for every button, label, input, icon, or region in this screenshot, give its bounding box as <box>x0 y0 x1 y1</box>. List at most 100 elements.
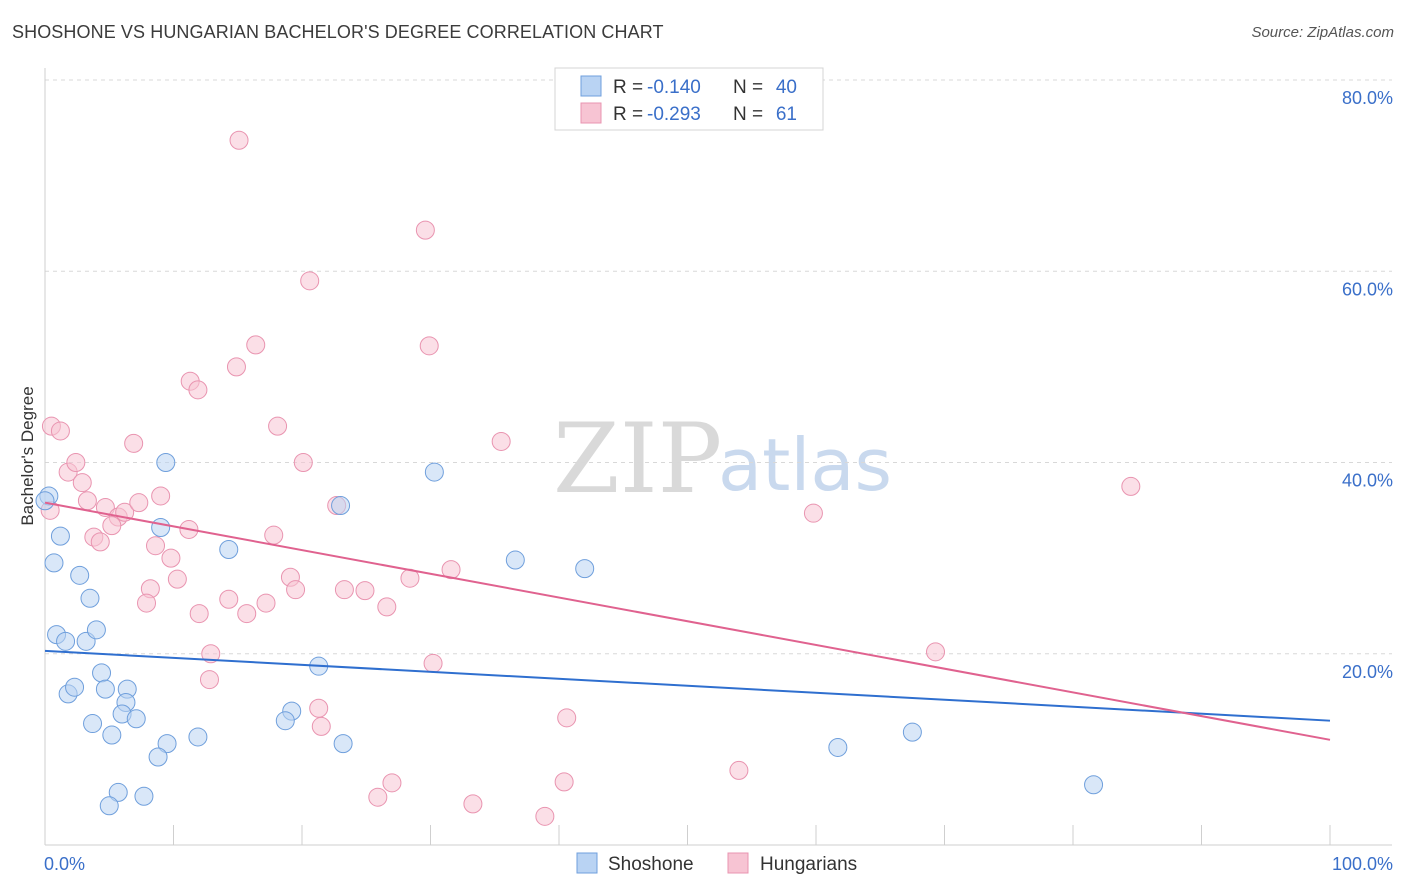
chart-title: SHOSHONE VS HUNGARIAN BACHELOR'S DEGREE … <box>12 22 664 42</box>
legend-r-value-hungarians: -0.293 <box>647 104 701 125</box>
shoshone-point <box>70 565 90 585</box>
y-axis-labels: 20.0% 40.0% 60.0% 80.0% <box>1342 88 1393 682</box>
shoshone-point <box>99 796 119 816</box>
hungarians-point <box>803 503 823 523</box>
shoshone-point <box>424 462 444 482</box>
watermark-zip: ZIP <box>553 403 722 515</box>
shoshone-point <box>902 722 922 742</box>
hungarians-point <box>309 698 329 718</box>
bottom-legend-swatch-shoshone <box>576 852 598 874</box>
shoshone-point <box>95 679 115 699</box>
hungarians-point <box>926 642 946 662</box>
watermark-atlas: atlas <box>718 423 892 507</box>
grid-lines <box>45 79 1392 655</box>
x-tick-label-min: 0.0% <box>44 854 85 874</box>
shoshone-point <box>126 709 146 729</box>
shoshone-point <box>331 496 351 516</box>
shoshone-point <box>86 620 106 640</box>
shoshone-point <box>108 782 128 802</box>
legend-n-label-shoshone: N = <box>733 77 763 98</box>
legend-swatch-hungarians <box>580 102 602 124</box>
hungarians-point <box>102 516 122 536</box>
hungarians-point <box>151 486 171 506</box>
hungarians-point <box>137 593 157 613</box>
hungarians-point <box>334 580 354 600</box>
hungarians-point <box>201 644 221 664</box>
hungarians-point <box>557 708 577 728</box>
trend-line-shoshone <box>44 649 1331 722</box>
shoshone-point <box>828 737 848 757</box>
hungarians-point <box>189 604 209 624</box>
legend-r-value-shoshone: -0.140 <box>647 77 701 98</box>
shoshone-point <box>134 786 154 806</box>
hungarians-point <box>729 760 749 780</box>
hungarians-point <box>264 525 284 545</box>
hungarians-point <box>161 548 181 568</box>
legend-n-value-shoshone: 40 <box>776 77 797 98</box>
shoshone-point <box>44 553 64 573</box>
hungarians-point <box>377 597 397 617</box>
hungarians-point <box>226 357 246 377</box>
shoshone-point <box>575 559 595 579</box>
y-axis-title: Bachelor's Degree <box>18 386 37 525</box>
shoshone-point <box>56 631 76 651</box>
bottom-legend-label-hungarians: Hungarians <box>760 854 857 875</box>
hungarians-point <box>491 431 511 451</box>
shoshone-point <box>92 663 112 683</box>
bottom-legend-label-shoshone: Shoshone <box>608 854 694 875</box>
hungarians-point <box>50 421 70 441</box>
legend-n-label-hungarians: N = <box>733 104 763 125</box>
bottom-legend-swatch-hungarians <box>727 852 749 874</box>
shoshone-point <box>157 734 177 754</box>
hungarians-point <box>554 772 574 792</box>
hungarians-point <box>237 604 257 624</box>
hungarians-point <box>293 453 313 472</box>
y-tick-label: 80.0% <box>1342 88 1393 108</box>
hungarians-point <box>268 416 288 436</box>
shoshone-point <box>1084 775 1104 795</box>
hungarians-point <box>463 794 483 814</box>
hungarians-point <box>72 473 92 493</box>
x-tick-label-max: 100.0% <box>1332 854 1393 874</box>
hungarians-point <box>368 787 388 807</box>
x-axis-ticks <box>173 825 1331 845</box>
shoshone-point <box>80 588 100 608</box>
hungarians-point <box>286 580 306 600</box>
hungarians-point <box>415 220 435 240</box>
hungarians-point <box>90 532 110 552</box>
shoshone-point <box>219 540 239 560</box>
hungarians-point <box>423 653 443 673</box>
hungarians-point <box>229 130 249 150</box>
shoshone-point <box>333 734 353 754</box>
stats-legend: R = -0.140 N = 40 R = -0.293 N = 61 <box>554 67 824 131</box>
shoshone-point <box>156 453 176 472</box>
hungarians-point <box>535 806 555 826</box>
hungarians-point <box>188 380 208 400</box>
hungarians-point <box>300 271 320 291</box>
hungarians-point <box>219 589 239 609</box>
hungarians-point <box>1121 476 1141 496</box>
hungarians-point <box>419 336 439 356</box>
series-legend: Shoshone Hungarians <box>576 852 857 875</box>
legend-r-label-shoshone: R = <box>613 77 643 98</box>
shoshone-point <box>188 727 208 747</box>
y-tick-label: 60.0% <box>1342 279 1393 299</box>
hungarians-point <box>311 716 331 736</box>
shoshone-point <box>151 518 171 538</box>
trend-line-hungarians <box>44 501 1331 741</box>
shoshone-point <box>50 526 70 546</box>
hungarians-point <box>167 569 187 589</box>
hungarians-point <box>246 335 266 355</box>
hungarians-point <box>95 497 115 517</box>
hungarians-point <box>199 670 219 690</box>
shoshone-point <box>148 747 168 767</box>
shoshone-point <box>65 677 85 697</box>
legend-n-value-hungarians: 61 <box>776 104 797 125</box>
hungarians-point <box>382 773 402 793</box>
shoshone-point <box>505 550 525 570</box>
shoshone-point <box>102 725 122 745</box>
shoshone-point <box>83 714 103 734</box>
legend-swatch-shoshone <box>580 75 602 97</box>
hungarians-point <box>256 593 276 613</box>
